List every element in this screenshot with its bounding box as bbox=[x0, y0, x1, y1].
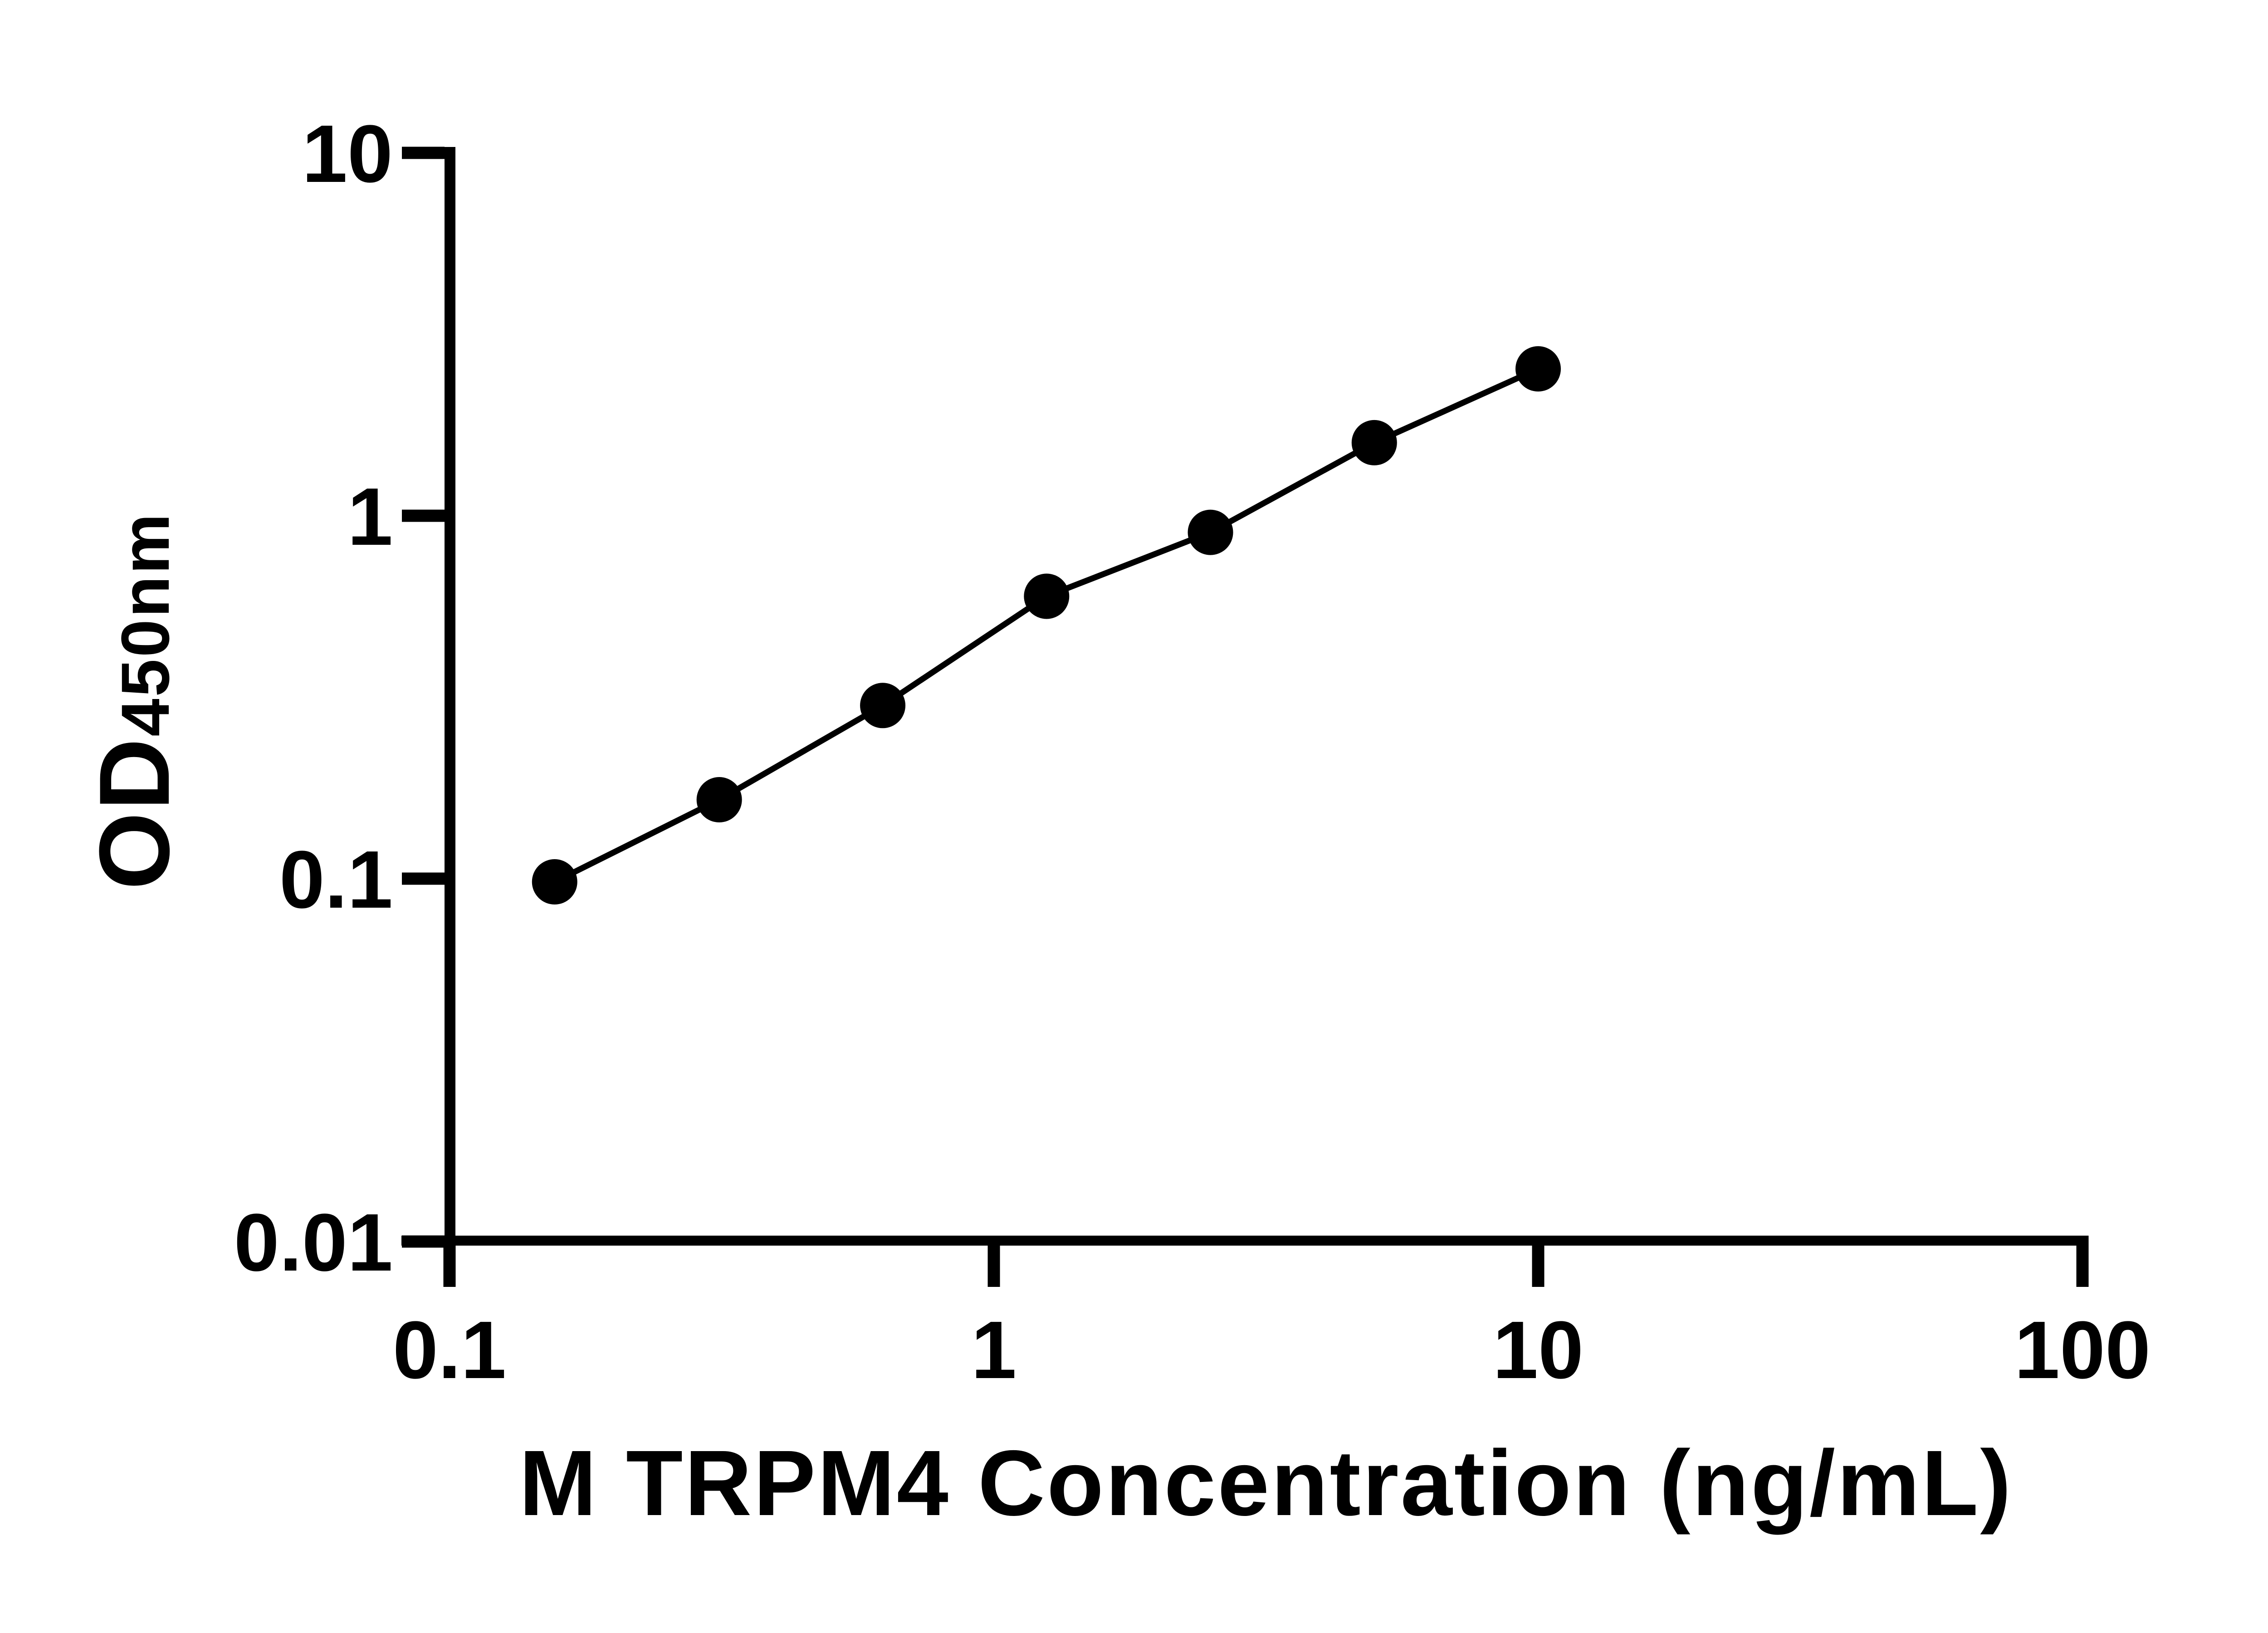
data-point bbox=[532, 859, 577, 905]
y-tick-label: 10 bbox=[302, 108, 393, 200]
x-tick bbox=[2076, 1246, 2089, 1287]
data-point bbox=[860, 683, 906, 728]
y-axis-title-main: OD bbox=[78, 737, 190, 890]
plot-series bbox=[532, 346, 1561, 905]
y-axis-title-sub: 450nm bbox=[107, 512, 183, 736]
y-tick bbox=[402, 872, 445, 885]
x-tick bbox=[1532, 1246, 1545, 1287]
y-axis-line bbox=[445, 147, 455, 1286]
x-tick-label: 100 bbox=[2014, 1305, 2151, 1396]
x-axis-title: M TRPM4 Concentration (ng/mL) bbox=[519, 1431, 2013, 1535]
y-tick bbox=[402, 147, 445, 159]
y-tick bbox=[402, 509, 445, 522]
x-tick-label: 0.1 bbox=[393, 1305, 506, 1396]
x-axis-line bbox=[401, 1236, 2089, 1246]
data-point bbox=[696, 777, 742, 823]
data-point bbox=[1351, 420, 1397, 465]
y-tick-label: 0.1 bbox=[279, 834, 393, 925]
y-axis-title: OD450nm bbox=[78, 512, 190, 890]
x-tick bbox=[987, 1246, 1000, 1287]
y-tick-label: 1 bbox=[347, 471, 393, 562]
x-tick-label: 1 bbox=[971, 1305, 1017, 1396]
data-point bbox=[1024, 573, 1070, 619]
x-tick-label: 10 bbox=[1493, 1305, 1584, 1396]
y-tick bbox=[402, 1235, 445, 1248]
y-tick-label: 0.01 bbox=[234, 1197, 393, 1288]
data-point bbox=[1188, 509, 1233, 555]
x-tick bbox=[443, 1246, 456, 1287]
data-point bbox=[1515, 346, 1561, 392]
